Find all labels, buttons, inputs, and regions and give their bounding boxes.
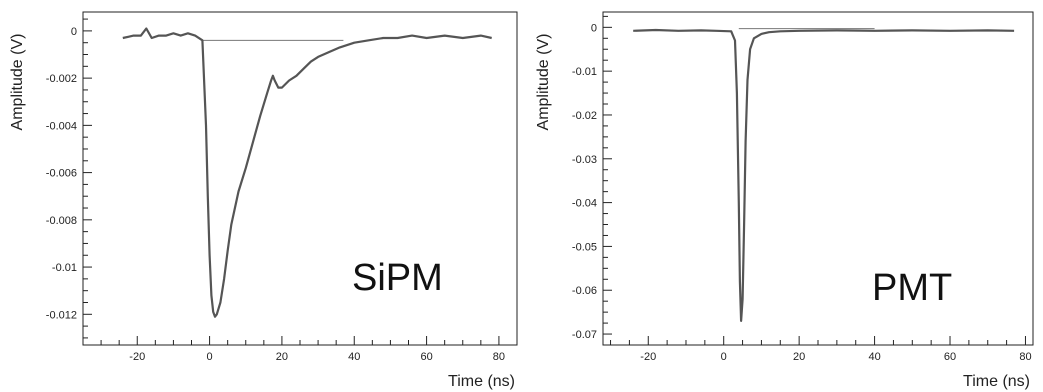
pmt-x-tick-label: 40 [868,351,880,363]
pmt-x-tick-label: 0 [721,351,727,363]
panel-pmt: -20 0 20 40 60 80 0 -0.01 -0.02 -0.03 -0.04 -0.05 -0… [535,11,1034,390]
sipm-x-tick-label: -20 [129,351,145,363]
pmt-x-tick-label: -20 [640,351,656,363]
pmt-annotation: PMT [872,267,952,309]
sipm-x-tick-label: 40 [348,351,360,363]
sipm-y-axis-title: Amplitude (V) [9,34,26,131]
pmt-y-tick-label: -0.04 [572,198,597,210]
pmt-y-tick-label: 0 [591,22,597,34]
pmt-y-tick-label: -0.06 [572,285,597,297]
pmt-x-tick-label: 60 [944,351,956,363]
sipm-y-tick-label: -0.012 [46,309,77,321]
sipm-y-tick-label: -0.002 [46,73,77,85]
sipm-x-tick-label: 0 [207,351,213,363]
sipm-plot-frame [82,11,518,346]
pmt-y-tick-label: -0.01 [572,66,597,78]
pmt-waveform-line [633,28,1015,322]
sipm-x-tick-label: 80 [493,351,505,363]
sipm-y-tick-label: -0.006 [46,168,77,180]
sipm-y-tick-label: -0.008 [46,215,77,227]
pmt-x-tick-label: 20 [793,351,805,363]
sipm-x-axis-title: Time (ns) [448,373,515,390]
pmt-x-tick-label: 80 [1019,351,1031,363]
pmt-y-tick-label: -0.05 [572,241,597,253]
pmt-y-tick-label: -0.02 [572,110,597,122]
pmt-y-axis-title: Amplitude (V) [535,34,552,131]
pmt-y-tick-label: -0.03 [572,154,597,166]
panel-sipm: -20 0 20 40 60 80 0 -0.002 -0.004 -0.006 -0.008 -0.… [9,11,518,390]
sipm-waveform-line [122,27,492,318]
sipm-y-tick-label: 0 [71,26,77,38]
pmt-plot-frame [602,11,1034,346]
pmt-y-tick-label: -0.07 [572,329,597,341]
pmt-x-axis-title: Time (ns) [963,373,1030,390]
sipm-annotation: SiPM [352,257,443,299]
sipm-y-tick-label: -0.01 [52,262,77,274]
sipm-y-tick-label: -0.004 [46,120,77,132]
sipm-x-tick-label: 20 [276,351,288,363]
sipm-x-tick-label: 60 [420,351,432,363]
